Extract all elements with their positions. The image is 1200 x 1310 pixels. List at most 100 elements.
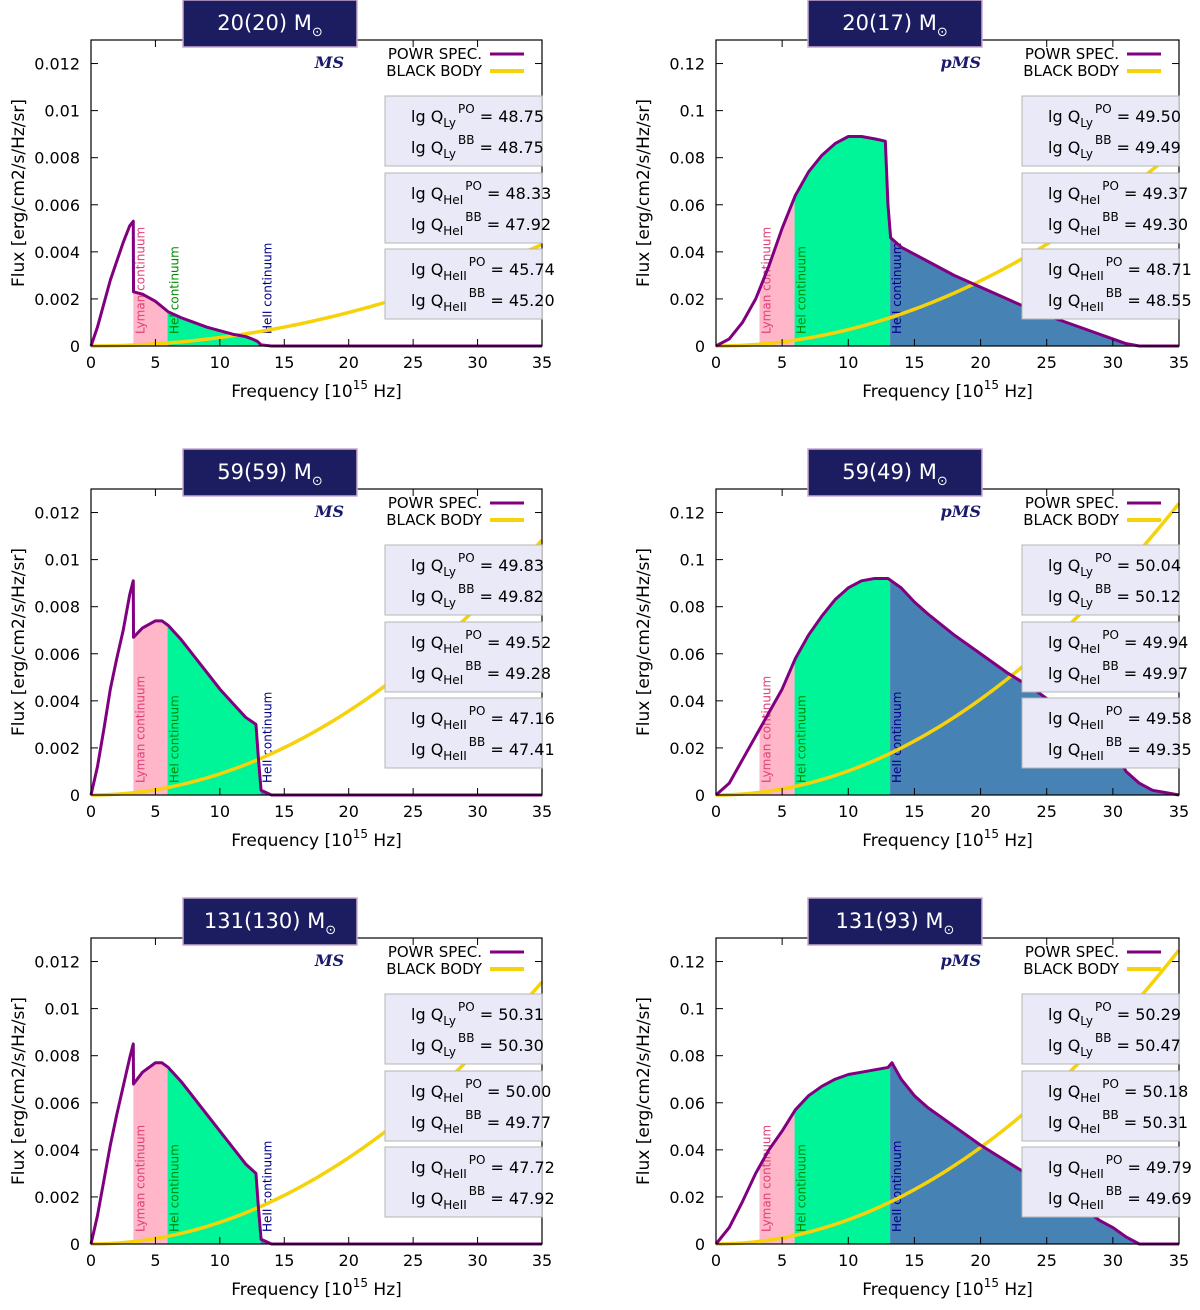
y-tick-label: 0.06 (669, 1094, 705, 1113)
x-tick-label: 0 (86, 1251, 96, 1270)
y-tick-label: 0.004 (34, 243, 80, 262)
y-tick-label: 0.006 (34, 196, 80, 215)
q-value-row: lg QLyBB = 50.47 (1048, 1031, 1181, 1059)
legend-entry: BLACK BODY (1023, 62, 1120, 80)
q-value-row: lg QHeIIBB = 49.69 (1048, 1184, 1192, 1212)
q-value-row: lg QHeIIPO = 48.71 (1048, 255, 1192, 283)
y-tick-label: 0.01 (44, 1000, 80, 1019)
legend-entry: POWR SPEC. (1025, 494, 1119, 512)
x-tick-label: 10 (838, 1251, 858, 1270)
y-tick-label: 0.002 (34, 290, 80, 309)
title-banner (182, 448, 358, 497)
phase-label: pMS (941, 53, 981, 72)
chart-panel-2: Lyman continuum HeI continuum HeII continu… (634, 0, 1192, 402)
y-tick-label: 0.006 (34, 1094, 80, 1113)
x-tick-label: 0 (711, 1251, 721, 1270)
q-value-row: lg QHeIIPO = 47.16 (411, 704, 555, 732)
x-tick-label: 0 (711, 802, 721, 821)
continuum-region-3 (260, 784, 542, 795)
x-tick-label: 20 (970, 1251, 990, 1270)
continuum-label: HeII continuum (890, 243, 904, 334)
y-tick-label: 0.012 (34, 953, 80, 972)
x-tick-label: 20 (339, 353, 359, 372)
x-axis-label: Frequency [1015 Hz] (231, 827, 402, 851)
x-tick-label: 25 (1037, 1251, 1057, 1270)
q-value-box (1021, 95, 1180, 167)
q-value-row: lg QLyPO = 50.29 (1048, 1000, 1181, 1028)
x-axis-label: Frequency [1015 Hz] (862, 378, 1033, 402)
x-tick-label: 10 (210, 1251, 230, 1270)
y-tick-label: 0.01 (44, 102, 80, 121)
y-tick-label: 0.12 (669, 504, 705, 523)
x-tick-label: 15 (274, 802, 294, 821)
continuum-label: HeII continuum (261, 692, 275, 783)
y-tick-label: 0.08 (669, 598, 705, 617)
y-axis-label: Flux [erg/cm2/s/Hz/sr] (634, 548, 654, 736)
powr-spectrum-line (715, 135, 1179, 348)
x-tick-label: 30 (1103, 802, 1123, 821)
y-tick-label: 0.02 (669, 290, 705, 309)
q-value-box (384, 172, 543, 244)
y-tick-label: 0.008 (34, 1047, 80, 1066)
continuum-label: Lyman continuum (760, 1125, 774, 1232)
chart-panel-1: Lyman continuum HeI continuum HeII continu… (9, 0, 555, 402)
q-value-row: lg QLyPO = 50.04 (1048, 551, 1181, 579)
x-tick-label: 25 (403, 802, 423, 821)
continuum-label: HeII continuum (890, 692, 904, 783)
x-axis-label: Frequency [1015 Hz] (231, 378, 402, 402)
x-tick-label: 5 (777, 1251, 787, 1270)
q-value-box (384, 993, 543, 1065)
x-tick-label: 25 (403, 353, 423, 372)
q-value-box (1021, 248, 1180, 320)
phase-label: MS (314, 502, 344, 521)
q-value-box (384, 95, 543, 167)
q-value-row: lg QHeIBB = 47.92 (411, 210, 551, 238)
continuum-region-2 (794, 578, 891, 795)
continuum-region-3 (260, 1233, 542, 1244)
q-value-row: lg QLyBB = 50.30 (411, 1031, 544, 1059)
continuum-region-1 (759, 660, 795, 795)
chart-panel-6: Lyman continuum HeI continuum HeII continu… (634, 897, 1192, 1300)
q-value-row: lg QHeIPO = 50.00 (411, 1077, 551, 1105)
q-value-row: lg QLyPO = 49.50 (1048, 102, 1181, 130)
q-value-row: lg QHeIBB = 49.97 (1048, 659, 1188, 687)
y-tick-label: 0.04 (669, 692, 705, 711)
q-value-row: lg QHeIPO = 50.18 (1048, 1077, 1188, 1105)
continuum-label: HeII continuum (261, 243, 275, 334)
continuum-region-2 (167, 311, 261, 346)
y-tick-label: 0.06 (669, 645, 705, 664)
x-tick-label: 15 (904, 353, 924, 372)
legend-entry: POWR SPEC. (1025, 943, 1119, 961)
y-tick-label: 0 (70, 337, 80, 356)
x-tick-label: 25 (403, 1251, 423, 1270)
q-value-row: lg QHeIBB = 49.28 (411, 659, 551, 687)
y-tick-label: 0.004 (34, 692, 80, 711)
y-tick-label: 0 (70, 786, 80, 805)
title-banner (182, 0, 358, 48)
x-tick-label: 5 (150, 353, 160, 372)
q-value-row: lg QHeIBB = 49.30 (1048, 210, 1188, 238)
q-value-row: lg QLyPO = 49.83 (411, 551, 544, 579)
continuum-region-2 (167, 1066, 261, 1244)
legend-entry: POWR SPEC. (388, 45, 482, 63)
q-value-row: lg QHeIIBB = 47.41 (411, 735, 555, 763)
legend-entry: BLACK BODY (386, 62, 483, 80)
chart-title: 131(93) M⊙ (836, 909, 955, 938)
x-axis-label: Frequency [1015 Hz] (231, 1276, 402, 1300)
chart-panel-4: Lyman continuum HeI continuum HeII continu… (634, 448, 1192, 851)
phase-label: MS (314, 53, 344, 72)
continuum-region-2 (794, 1064, 891, 1244)
q-value-box (1021, 1070, 1180, 1142)
title-banner (807, 448, 983, 497)
title-banner (807, 897, 983, 946)
y-axis-label: Flux [erg/cm2/s/Hz/sr] (634, 997, 654, 1185)
q-value-box (1021, 544, 1180, 616)
legend-entry: BLACK BODY (1023, 960, 1120, 978)
continuum-region-3 (890, 579, 1179, 795)
continuum-region-1 (133, 256, 168, 346)
y-tick-label: 0.1 (680, 551, 705, 570)
q-value-box (384, 248, 543, 320)
y-tick-label: 0.008 (34, 598, 80, 617)
continuum-label: HeII continuum (261, 1141, 275, 1232)
y-tick-label: 0.06 (669, 196, 705, 215)
